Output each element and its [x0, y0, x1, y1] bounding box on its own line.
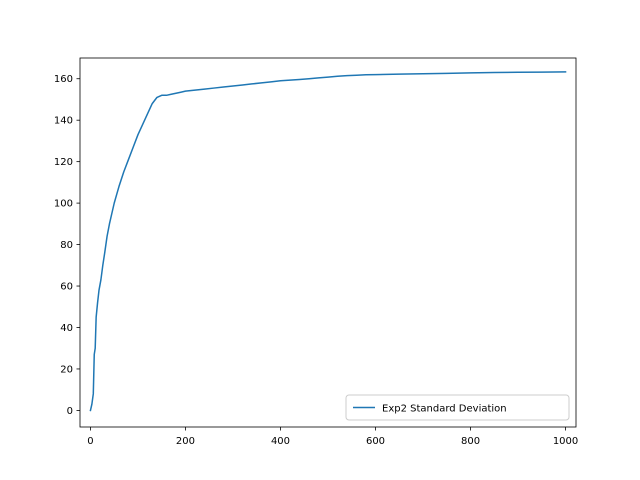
x-tick-label: 0	[87, 436, 93, 447]
x-tick-label: 800	[461, 436, 480, 447]
y-tick-label: 140	[54, 116, 73, 127]
data-layer	[89, 71, 567, 412]
x-tick-label: 1000	[553, 436, 578, 447]
x-tick-label: 200	[176, 436, 195, 447]
y-tick-label: 60	[60, 282, 73, 293]
y-tick-label: 20	[60, 364, 73, 375]
axes-frame	[79, 57, 577, 428]
y-tick-label: 160	[54, 74, 73, 85]
y-tick-label: 100	[54, 199, 73, 210]
y-tick-label: 80	[60, 240, 73, 251]
x-tick-label: 600	[366, 436, 385, 447]
legend-label: Exp2 Standard Deviation	[382, 404, 507, 415]
x-tick-label: 400	[271, 436, 290, 447]
legend: Exp2 Standard Deviation	[345, 394, 570, 421]
y-tick-label: 0	[67, 406, 73, 417]
plot-area	[80, 58, 576, 427]
axes-layer: 0 200 400 600 800 1000 0 20 40 60 80 100 120 140 160	[54, 57, 578, 447]
series-line-0	[89, 71, 567, 412]
legend-box	[345, 394, 570, 421]
y-tick-label: 40	[60, 323, 73, 334]
y-tick-label: 120	[54, 157, 73, 168]
